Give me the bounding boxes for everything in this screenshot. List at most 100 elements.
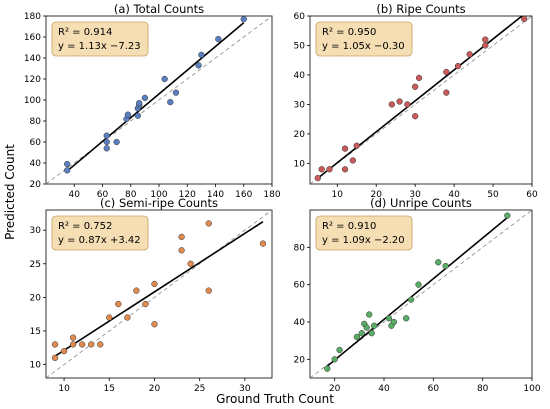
identity-line: [310, 16, 532, 184]
data-point: [390, 318, 398, 326]
x-tick-label: 60: [526, 190, 538, 200]
x-tick-label: 120: [179, 190, 196, 200]
data-point: [106, 314, 113, 321]
data-point: [353, 142, 360, 149]
data-point: [134, 112, 141, 119]
data-point: [205, 220, 212, 227]
panel-title: (c) Semi-ripe Counts: [100, 196, 218, 210]
x-tick-label: 10: [58, 384, 70, 394]
data-point: [442, 262, 449, 270]
y-tick-label: 40: [30, 159, 42, 169]
y-tick-label: 30: [294, 100, 306, 110]
y-tick-label: 60: [294, 281, 306, 291]
data-point: [466, 51, 473, 58]
y-tick-label: 20: [30, 180, 42, 190]
data-point: [370, 322, 378, 329]
data-point: [349, 157, 356, 164]
data-point: [415, 74, 423, 82]
y-tick-label: 80: [30, 117, 42, 127]
data-point: [482, 42, 489, 49]
y-tick-label: 20: [294, 355, 306, 365]
data-point: [396, 98, 403, 105]
data-point: [115, 300, 122, 308]
data-point: [326, 166, 333, 173]
data-point: [187, 260, 194, 267]
data-point: [385, 315, 393, 322]
x-tick-label: 40: [378, 384, 390, 394]
x-tick-label: 40: [448, 190, 460, 200]
data-point: [404, 101, 411, 108]
data-point: [314, 174, 321, 182]
x-tick-label: 20: [329, 384, 341, 394]
data-point: [97, 341, 104, 348]
x-tick-label: 40: [69, 190, 81, 200]
x-tick-label: 20: [370, 190, 382, 200]
y-axis-label: Predicted Count: [3, 144, 17, 240]
annotation-box: [315, 215, 413, 251]
data-point: [331, 356, 338, 363]
y-tick-label: 80: [294, 243, 306, 253]
panel-title: (a) Total Counts: [114, 2, 204, 16]
x-tick-label: 60: [97, 190, 109, 200]
x-tick-label: 25: [194, 384, 205, 394]
panel-0: 40 60 80 100 120 140 160 180 20 40 60 80 100 120 140 16…: [24, 2, 281, 200]
data-point: [151, 321, 158, 328]
panel-2: 10 15 20 25 30 10 15 20 25 30 (c) Semi-ripe Counts…: [30, 196, 273, 394]
fit-equation-label: y = 0.87x +3.42: [58, 235, 141, 246]
annotation-box: [51, 21, 149, 57]
fit-line: [66, 22, 245, 172]
data-point: [136, 100, 143, 107]
data-point: [341, 145, 349, 152]
x-axis-label: Ground Truth Count: [216, 392, 334, 406]
data-point: [443, 89, 450, 96]
x-tick-label: 30: [409, 190, 421, 200]
r-squared-label: R² = 0.752: [58, 221, 112, 232]
r-squared-label: R² = 0.950: [322, 27, 376, 38]
x-tick-label: 100: [523, 384, 540, 394]
data-point: [178, 233, 185, 241]
data-point: [198, 51, 205, 58]
y-tick-label: 25: [30, 260, 41, 270]
data-point: [412, 113, 419, 120]
identity-line: [310, 210, 532, 378]
panel-1: 10 20 30 40 50 60 10 20 30 40 50 60 (b) Ripe CountsR…: [294, 2, 538, 200]
data-point: [103, 132, 110, 139]
data-point: [124, 314, 131, 321]
y-tick-label: 180: [24, 12, 41, 22]
fit-line: [326, 217, 508, 367]
x-tick-label: 180: [263, 190, 280, 200]
data-point: [324, 365, 331, 372]
y-tick-label: 20: [30, 293, 42, 303]
x-tick-label: 140: [207, 190, 224, 200]
y-tick-label: 60: [30, 138, 42, 148]
fit-equation-label: y = 1.13x −7.23: [58, 41, 141, 52]
data-point: [341, 166, 349, 173]
y-tick-label: 160: [24, 33, 41, 43]
data-point: [504, 212, 511, 219]
data-point: [178, 247, 185, 254]
x-tick-label: 100: [150, 190, 167, 200]
x-tick-label: 30: [239, 384, 251, 394]
data-point: [103, 145, 110, 152]
data-point: [318, 166, 325, 173]
x-tick-label: 80: [125, 190, 137, 200]
y-tick-label: 140: [24, 54, 41, 64]
data-point: [363, 324, 370, 331]
data-point: [482, 36, 489, 43]
data-point: [366, 311, 373, 318]
fit-equation-label: y = 1.09x −2.20: [322, 235, 405, 246]
r-squared-label: R² = 0.910: [322, 221, 376, 232]
x-tick-label: 60: [428, 384, 440, 394]
y-tick-label: 120: [24, 75, 41, 85]
data-point: [51, 341, 59, 348]
y-tick-label: 50: [294, 41, 306, 51]
data-point: [172, 89, 180, 96]
data-point: [124, 111, 132, 118]
data-point: [259, 240, 267, 247]
data-point: [454, 62, 462, 70]
fit-equation-label: y = 1.05x −0.30: [322, 41, 405, 52]
data-point: [88, 341, 95, 348]
data-point: [358, 330, 365, 337]
y-tick-label: 15: [30, 327, 41, 337]
